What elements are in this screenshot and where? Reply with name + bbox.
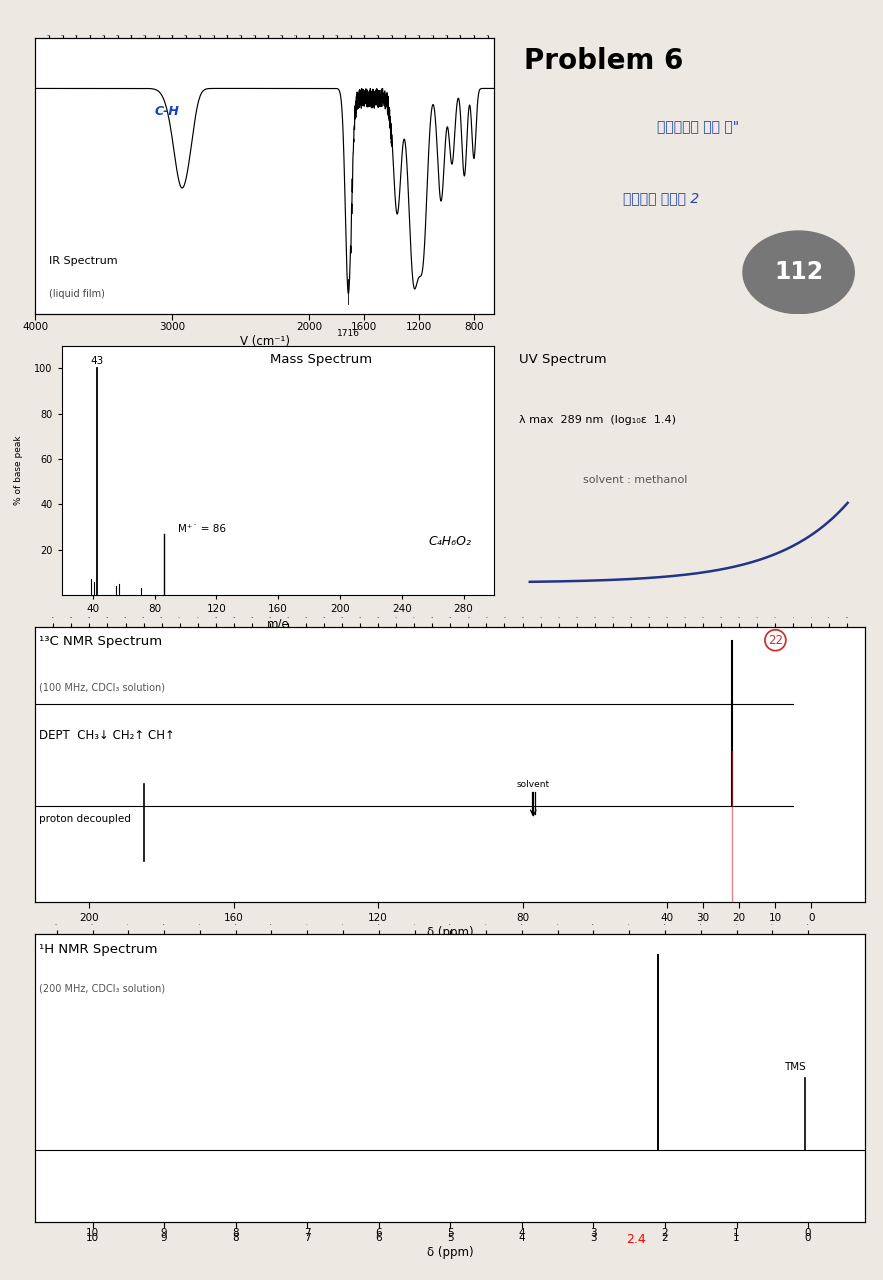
Text: تعدد لون 2: تعدد لون 2 — [623, 191, 699, 205]
Text: C-H: C-H — [155, 105, 179, 119]
Text: C₄H₆O₂: C₄H₆O₂ — [428, 535, 472, 548]
Text: Problem 6: Problem 6 — [525, 46, 683, 74]
Text: 3: 3 — [590, 1228, 597, 1238]
Text: 9: 9 — [161, 1228, 168, 1238]
Text: UV Spectrum: UV Spectrum — [519, 353, 607, 366]
Text: 2: 2 — [661, 1228, 668, 1238]
Text: 0: 0 — [804, 1228, 811, 1238]
Text: Mass Spectrum: Mass Spectrum — [270, 353, 373, 366]
Text: ¹³C NMR Spectrum: ¹³C NMR Spectrum — [40, 635, 162, 649]
Text: DEPT  CH₃↓ CH₂↑ CH↑: DEPT CH₃↓ CH₂↑ CH↑ — [40, 730, 176, 742]
Text: 5: 5 — [447, 1228, 454, 1238]
Text: TMS: TMS — [784, 1062, 806, 1071]
Text: 2.4: 2.4 — [627, 1233, 646, 1245]
Text: (200 MHz, CDCl₃ solution): (200 MHz, CDCl₃ solution) — [40, 983, 166, 993]
Text: solvent : methanol: solvent : methanol — [583, 475, 687, 485]
Text: 8: 8 — [232, 1228, 239, 1238]
Text: 1716: 1716 — [337, 329, 360, 338]
Text: 7: 7 — [304, 1228, 311, 1238]
Text: ¹H NMR Spectrum: ¹H NMR Spectrum — [40, 943, 158, 956]
Text: proton decoupled: proton decoupled — [40, 814, 132, 824]
X-axis label: δ (ppm): δ (ppm) — [427, 925, 473, 938]
X-axis label: m/e: m/e — [267, 617, 290, 630]
Circle shape — [743, 230, 854, 314]
Text: (liquid film): (liquid film) — [49, 289, 105, 300]
Text: حلقات أو ج": حلقات أو ج" — [657, 119, 740, 133]
Text: IR Spectrum: IR Spectrum — [49, 256, 117, 266]
Text: 22: 22 — [768, 634, 783, 646]
Text: 112: 112 — [774, 260, 823, 284]
Text: λ max  289 nm  (log₁₀ε  1.4): λ max 289 nm (log₁₀ε 1.4) — [519, 416, 676, 425]
Text: (100 MHz, CDCl₃ solution): (100 MHz, CDCl₃ solution) — [40, 682, 165, 692]
Text: 43: 43 — [91, 356, 104, 366]
Text: 6: 6 — [375, 1228, 382, 1238]
X-axis label: V (cm⁻¹): V (cm⁻¹) — [240, 334, 290, 348]
Text: 1: 1 — [733, 1228, 740, 1238]
Text: % of base peak: % of base peak — [14, 435, 23, 506]
Text: solvent: solvent — [517, 780, 550, 788]
X-axis label: δ (ppm): δ (ppm) — [427, 1245, 473, 1258]
Text: 10: 10 — [86, 1228, 99, 1238]
Text: 4: 4 — [518, 1228, 525, 1238]
Text: M⁺˙ = 86: M⁺˙ = 86 — [177, 524, 226, 534]
